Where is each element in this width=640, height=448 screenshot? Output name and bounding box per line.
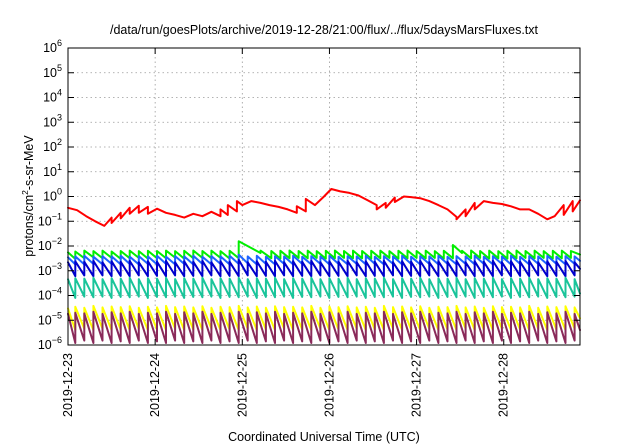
grid-lines — [68, 48, 580, 345]
y-tick-label: 105 — [43, 63, 62, 80]
y-tick-label: 103 — [43, 112, 62, 129]
y-tick-label: 101 — [43, 162, 62, 179]
y-axis-label-prefix: protons/cm — [22, 195, 36, 257]
y-tick-label: 10−1 — [38, 211, 62, 228]
chart-title: /data/run/goesPlots/archive/2019-12-28/2… — [110, 23, 539, 37]
y-tick-label: 102 — [43, 137, 62, 154]
x-axis-label: Coordinated Universal Time (UTC) — [228, 430, 420, 444]
y-axis-label-suffix: -s-sr-MeV — [22, 135, 36, 191]
x-tick-label: 2019-12-23 — [61, 353, 75, 417]
x-tick-label: 2019-12-24 — [148, 353, 162, 417]
y-tick-label: 10−2 — [38, 236, 62, 253]
y-tick-label: 10−6 — [38, 335, 62, 352]
x-tick-label: 2019-12-26 — [322, 353, 336, 417]
y-axis-label-superscript: 2 — [20, 190, 30, 195]
data-series — [67, 188, 581, 344]
axis-ticks — [67, 47, 580, 346]
series-line-1 — [67, 188, 581, 227]
x-tick-label: 2019-12-27 — [410, 353, 424, 417]
series-line-2 — [67, 240, 581, 260]
y-tick-labels: 10−6 10−5 10−4 10−3 10−2 10−1 100 101 102 103 104 1… — [38, 38, 62, 352]
x-tick-label: 2019-12-28 — [497, 353, 511, 417]
y-tick-label: 100 — [43, 187, 62, 204]
series-line-6 — [67, 304, 581, 332]
series-line-5 — [67, 276, 581, 299]
y-tick-label: 10−4 — [38, 286, 62, 303]
y-tick-label: 10−5 — [38, 310, 62, 327]
series-line-4 — [67, 258, 581, 278]
y-axis-label: protons/cm2-s-sr-MeV — [20, 135, 36, 257]
series-line-3 — [67, 253, 581, 266]
x-tick-labels: 2019-12-23 2019-12-24 2019-12-25 2019-12-26… — [61, 353, 511, 417]
y-tick-label: 106 — [43, 38, 62, 55]
series-line-7 — [67, 310, 581, 344]
x-tick-label: 2019-12-25 — [235, 353, 249, 417]
y-tick-label: 10−3 — [38, 261, 62, 278]
y-tick-label: 104 — [43, 88, 62, 105]
